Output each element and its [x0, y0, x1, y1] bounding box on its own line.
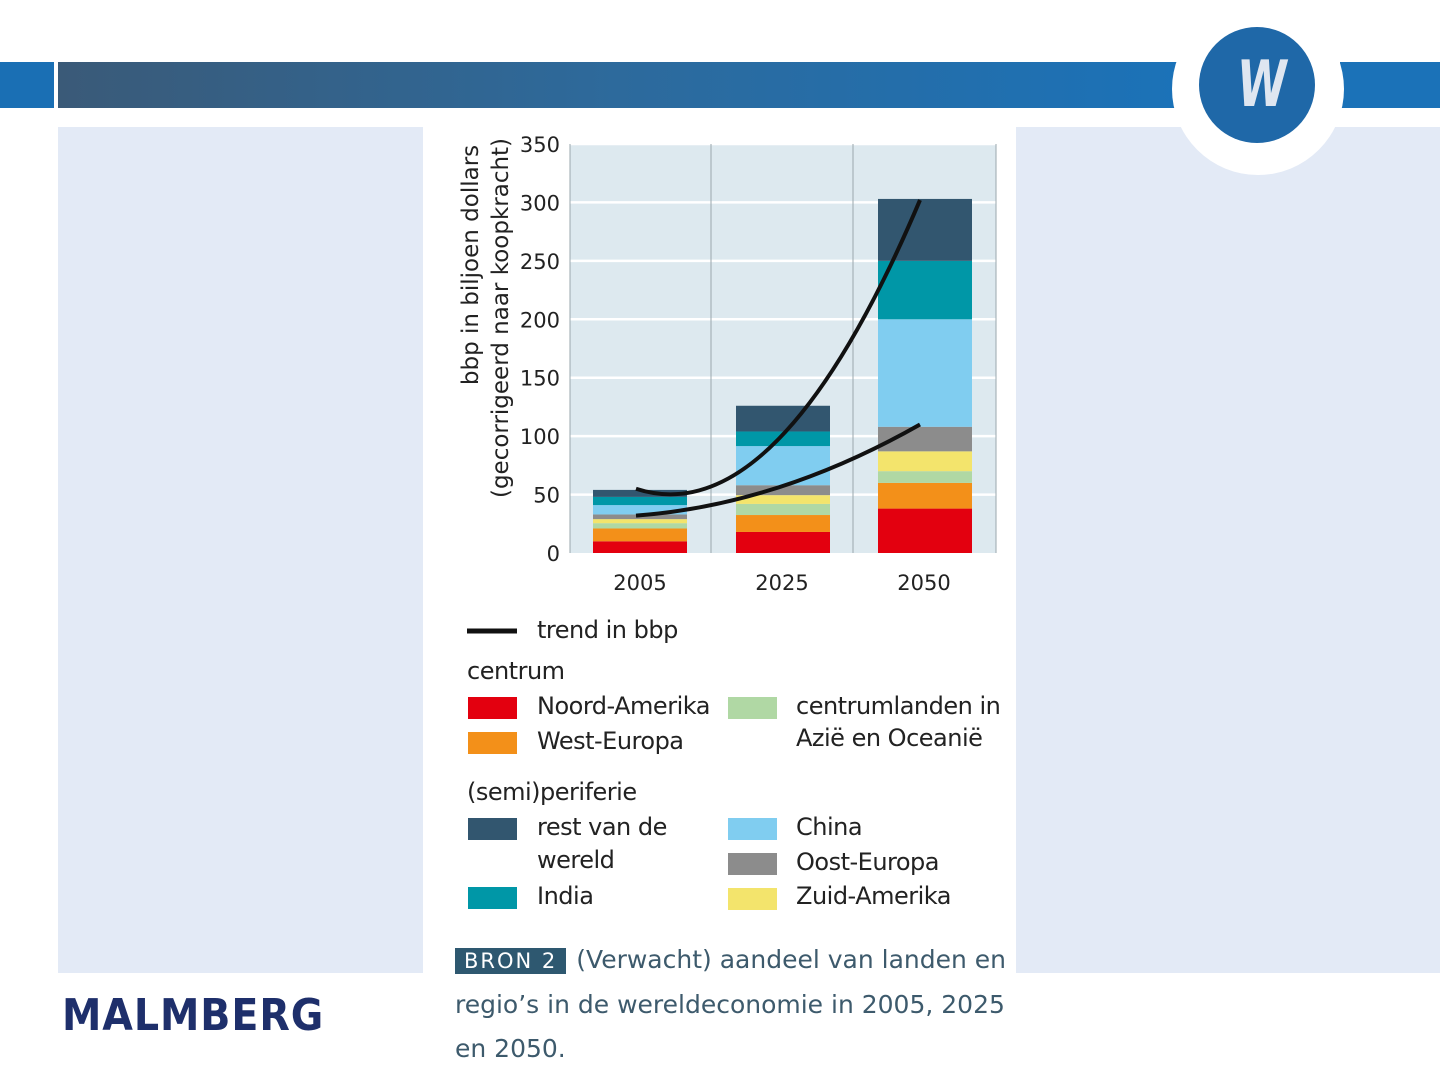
- y-tick-label: 100: [520, 425, 560, 449]
- x-tick-label: 2050: [897, 571, 950, 595]
- left-panel: [58, 127, 423, 973]
- caption: BRON 2 (Verwacht) aandeel van landen en r…: [455, 938, 1015, 1071]
- bar-segment-zuid-amerika: [878, 451, 972, 472]
- swatch-west-europa: [468, 732, 517, 754]
- bar-segment-centrumlanden-in-azi-en-oceani-: [878, 471, 972, 483]
- legend-rest-2: wereld: [537, 846, 615, 874]
- legend-heading-periferie: (semi)periferie: [467, 778, 637, 806]
- bar-segment-china: [878, 319, 972, 427]
- swatch-china: [728, 818, 777, 840]
- y-tick-label: 300: [520, 191, 560, 215]
- trend-line-2: [635, 422, 921, 518]
- legend-oost-europa: Oost-Europa: [796, 848, 940, 876]
- header-square: [0, 62, 54, 108]
- right-panel: [1016, 127, 1440, 973]
- wereld-logo-icon: W: [1199, 27, 1315, 143]
- swatch-oost-europa: [728, 853, 777, 875]
- legend-rest-1: rest van de: [537, 813, 667, 841]
- y-tick-label: 150: [520, 367, 560, 391]
- y-axis-label-2: (gecorrigeerd naar koopkracht): [488, 138, 514, 498]
- bar-segment-india: [736, 431, 830, 447]
- x-tick-label: 2005: [613, 571, 666, 595]
- legend-heading-centrum: centrum: [467, 657, 565, 685]
- bar-segment-centrumlanden-in-azi-en-oceani-: [593, 523, 687, 529]
- swatch-rest-van-de-wereld: [468, 818, 517, 840]
- bar-segment-west-europa: [878, 482, 972, 509]
- swatch-zuid-amerika: [728, 888, 777, 910]
- bar-segment-zuid-amerika: [593, 519, 687, 524]
- bar-segment-rest-van-de-wereld: [736, 405, 830, 432]
- trend-line-1: [635, 199, 922, 497]
- legend-noord-amerika: Noord-Amerika: [537, 692, 710, 720]
- legend-zuid-amerika: Zuid-Amerika: [796, 882, 951, 910]
- legend-china: China: [796, 813, 863, 841]
- bar-segment-noord-amerika: [593, 541, 687, 553]
- y-tick-label: 350: [520, 133, 560, 157]
- caption-label: BRON 2: [455, 948, 567, 974]
- x-tick-label: 2025: [755, 571, 808, 595]
- legend-india: India: [537, 882, 594, 910]
- bar-segment-centrumlanden-in-azi-en-oceani-: [736, 503, 830, 516]
- bar-segment-china: [736, 446, 830, 486]
- bar-segment-rest-van-de-wereld: [878, 198, 972, 261]
- malmberg-logo: MALMBERG: [62, 990, 325, 1041]
- y-tick-label: 200: [520, 308, 560, 332]
- swatch-noord-amerika: [468, 697, 517, 719]
- header-bar: [58, 62, 1178, 108]
- legend-centrumlanden-1: centrumlanden in: [796, 692, 1001, 720]
- trend-legend-icon: [467, 628, 517, 634]
- caption-text: (Verwacht) aandeel van landen en regio’s…: [455, 945, 1007, 1063]
- bar-segment-zuid-amerika: [736, 495, 830, 504]
- bar-segment-china: [593, 505, 687, 515]
- bar-segment-india: [593, 496, 687, 506]
- y-tick-label: 0: [547, 542, 560, 566]
- y-tick-label: 250: [520, 250, 560, 274]
- header-bar-right: [1340, 62, 1440, 108]
- bar-segment-oost-europa: [736, 485, 830, 496]
- bar-segment-west-europa: [593, 528, 687, 542]
- bar-segment-india: [878, 260, 972, 320]
- bar-segment-rest-van-de-wereld: [593, 489, 687, 497]
- swatch-centrumlanden: [728, 697, 777, 719]
- swatch-india: [468, 887, 517, 909]
- bar-segment-west-europa: [736, 515, 830, 532]
- legend-centrumlanden-2: Azië en Oceanië: [796, 724, 983, 752]
- y-tick-label: 50: [533, 484, 560, 508]
- y-axis-label: bbp in biljoen dollars: [458, 145, 484, 385]
- legend-west-europa: West-Europa: [537, 727, 684, 755]
- bar-segment-noord-amerika: [736, 531, 830, 553]
- bar-segment-noord-amerika: [878, 508, 972, 553]
- legend-trend: trend in bbp: [537, 616, 678, 644]
